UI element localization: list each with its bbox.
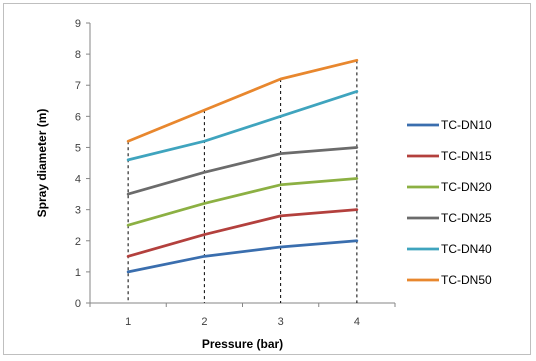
- x-tick-label: 3: [278, 316, 284, 328]
- legend-label: TC-DN25: [441, 211, 492, 225]
- series-lines: [126, 58, 359, 274]
- y-tick-label: 0: [75, 298, 81, 310]
- legend: TC-DN10 TC-DN15 TC-DN20 TC-DN25 TC-DN40 TC-DN…: [407, 118, 492, 287]
- legend-label: TC-DN20: [441, 180, 492, 194]
- legend-label: TC-DN15: [441, 149, 492, 163]
- chart-frame: [3, 3, 531, 355]
- series-line-tc-dn10: [126, 239, 359, 274]
- y-tick-label: 6: [75, 111, 81, 123]
- y-tick-label: 2: [75, 236, 81, 248]
- series-line-tc-dn40: [126, 90, 359, 162]
- x-tick-label: 2: [201, 316, 207, 328]
- y-tick-label: 5: [75, 142, 81, 154]
- legend-label: TC-DN10: [441, 118, 492, 132]
- y-tick-label: 4: [75, 174, 81, 186]
- x-axis-title: Pressure (bar): [202, 337, 283, 351]
- y-tick-label: 9: [75, 18, 81, 30]
- x-tick-label: 1: [125, 316, 131, 328]
- series-line-tc-dn50: [126, 58, 359, 143]
- axes: 0 1 2 3 4 5 6 7 8 9 1 2 3 4: [75, 18, 396, 328]
- y-tick-label: 3: [75, 205, 81, 217]
- y-axis-title: Spray diameter (m): [35, 109, 49, 218]
- y-tick-label: 1: [75, 267, 81, 279]
- x-tick-label: 4: [354, 316, 360, 328]
- legend-label: TC-DN40: [441, 242, 492, 256]
- series-line-tc-dn15: [126, 208, 359, 258]
- y-tick-label: 8: [75, 49, 81, 61]
- legend-label: TC-DN50: [441, 273, 492, 287]
- series-line-tc-dn25: [126, 146, 359, 196]
- series-line-tc-dn20: [126, 177, 359, 227]
- y-tick-label: 7: [75, 80, 81, 92]
